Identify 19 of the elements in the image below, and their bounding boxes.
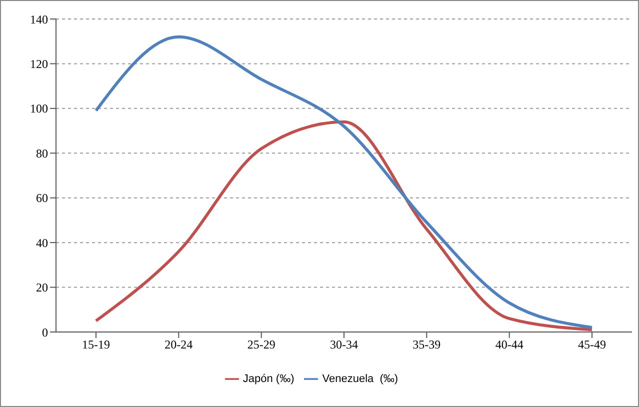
y-tick-label: 20 xyxy=(36,280,48,295)
y-tick-label: 100 xyxy=(30,102,48,116)
legend-label: Japón (‰) xyxy=(242,372,294,385)
x-tick-label: 30-34 xyxy=(330,338,358,352)
line-series xyxy=(94,35,594,330)
y-tick-label: 60 xyxy=(36,191,48,206)
y-tick-label: 140 xyxy=(30,12,48,26)
y-tick-label: 40 xyxy=(36,236,48,250)
y-tick-label: 80 xyxy=(36,146,48,160)
x-tick-label: 25-29 xyxy=(247,338,276,352)
x-tick-label: 45-49 xyxy=(578,338,606,352)
x-tick-label: 15-19 xyxy=(82,338,110,352)
x-tick-label: 40-44 xyxy=(495,338,524,352)
legend-label: Venezuela (‰) xyxy=(322,372,398,385)
x-tick-label: 20-24 xyxy=(164,338,193,352)
y-tick-label: 120 xyxy=(30,56,48,71)
y-tick-label: 0 xyxy=(42,325,48,340)
line-series xyxy=(94,120,594,332)
x-tick-label: 35-39 xyxy=(412,338,441,352)
